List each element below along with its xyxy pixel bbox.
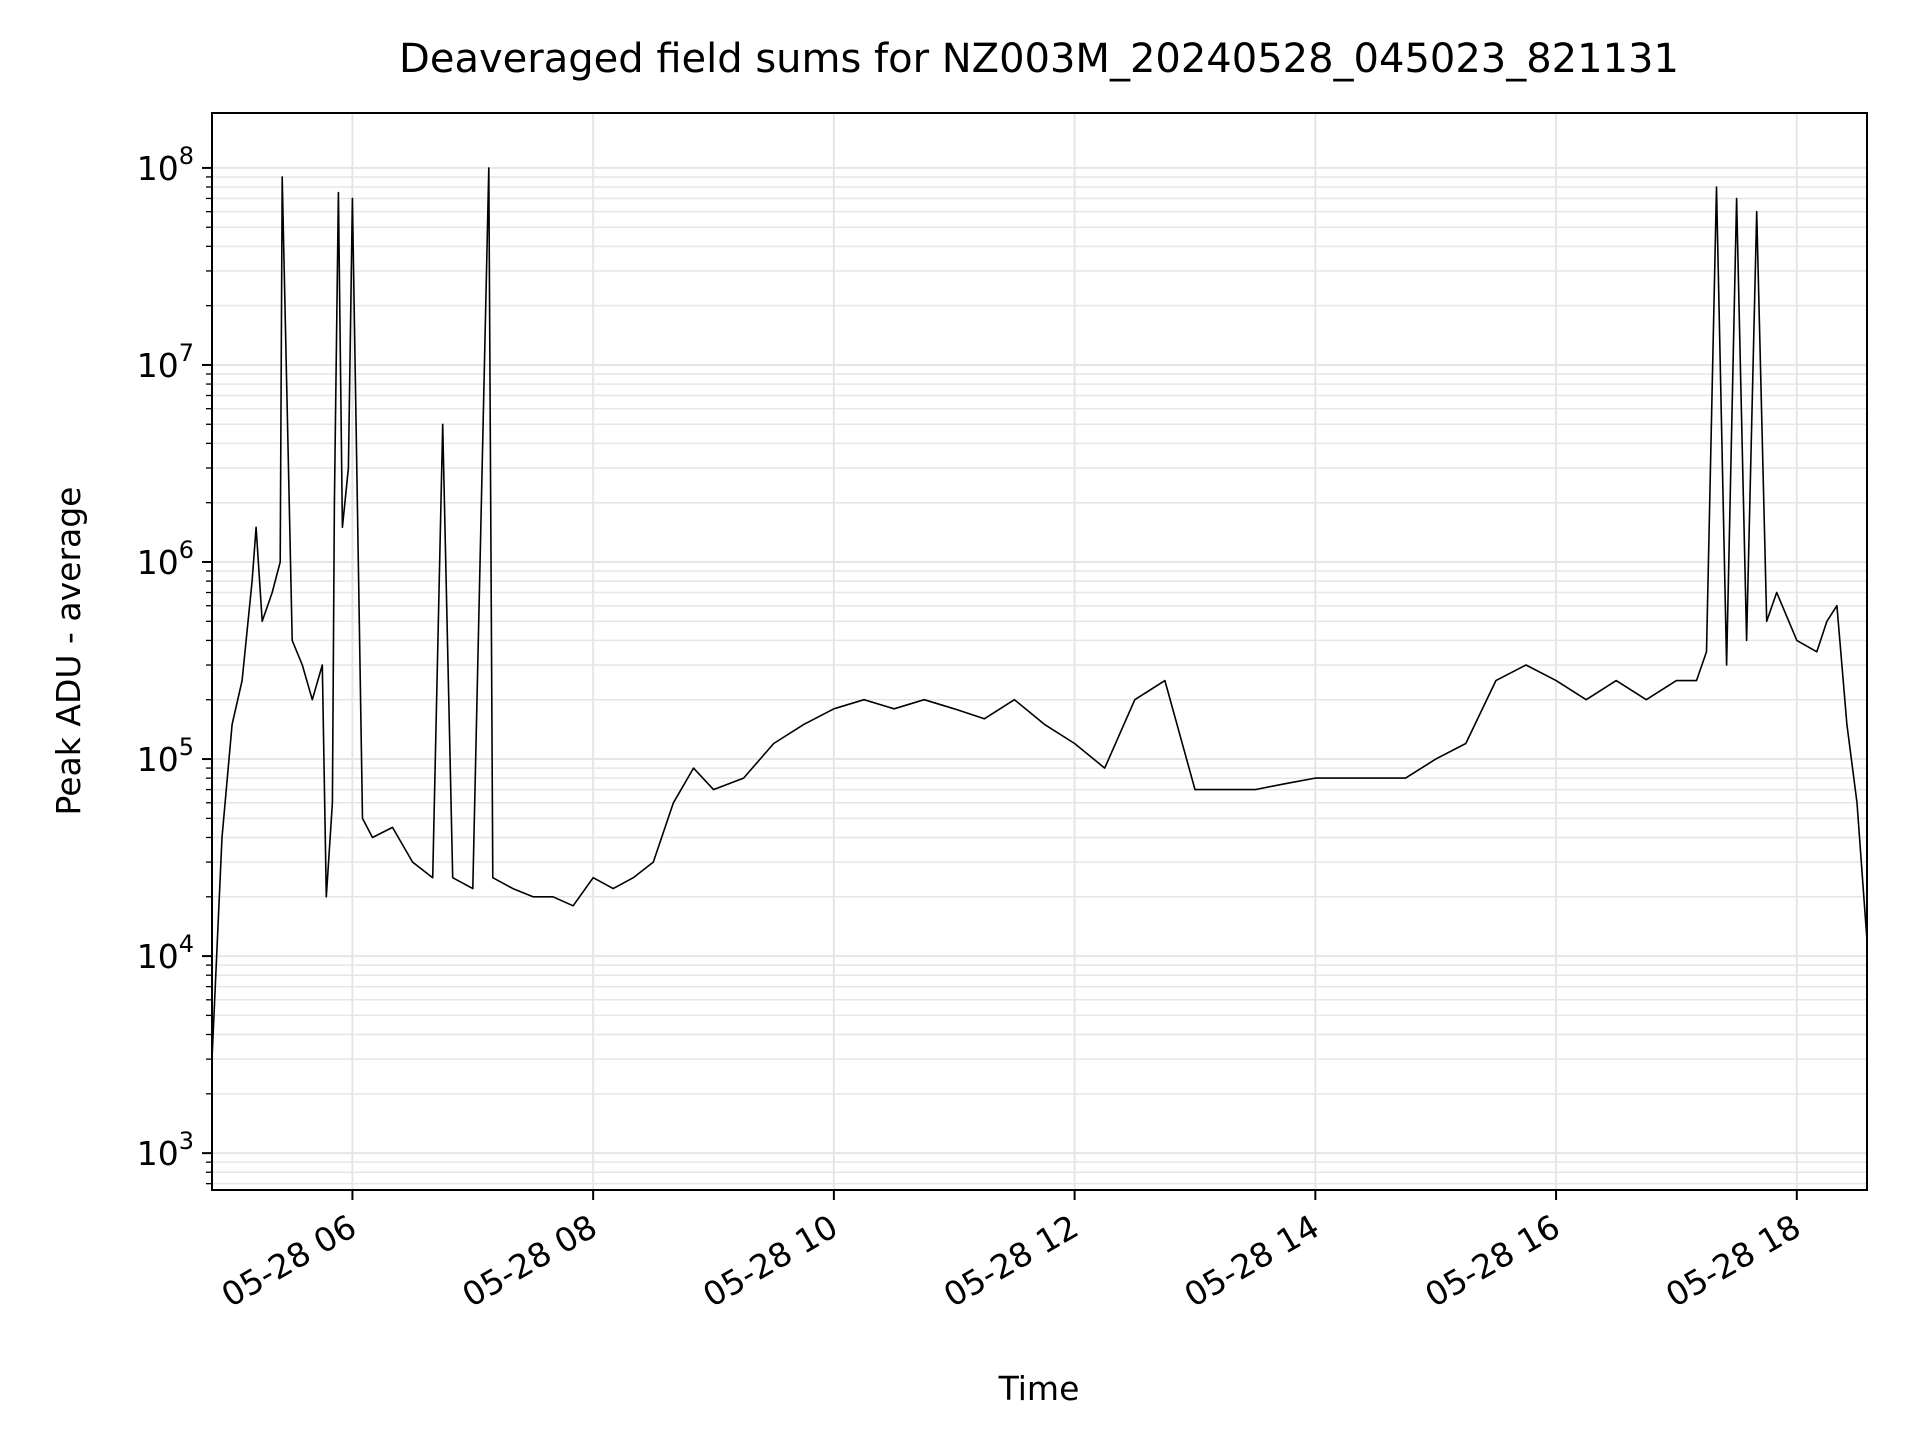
data-series [211,167,1868,1060]
x-grid-lines [351,113,1798,1190]
y-tick-label: 108 [137,142,194,188]
x-axis-label: Time [998,1369,1080,1408]
y-tick-label: 105 [137,733,194,779]
y-grid-lines [212,166,1867,1185]
y-axis: 103 104 105 106 107 108 [137,142,212,1185]
y-tick-label: 107 [137,339,194,385]
y-tick-label: 106 [137,536,194,582]
series-line [211,167,1868,1060]
y-tick-label: 103 [137,1127,194,1173]
y-axis-label: Peak ADU - average [49,487,88,816]
chart-title: Deaveraged field sums for NZ003M_2024052… [399,36,1679,82]
plot-frame [211,112,1868,1191]
y-tick-label: 104 [137,930,194,976]
